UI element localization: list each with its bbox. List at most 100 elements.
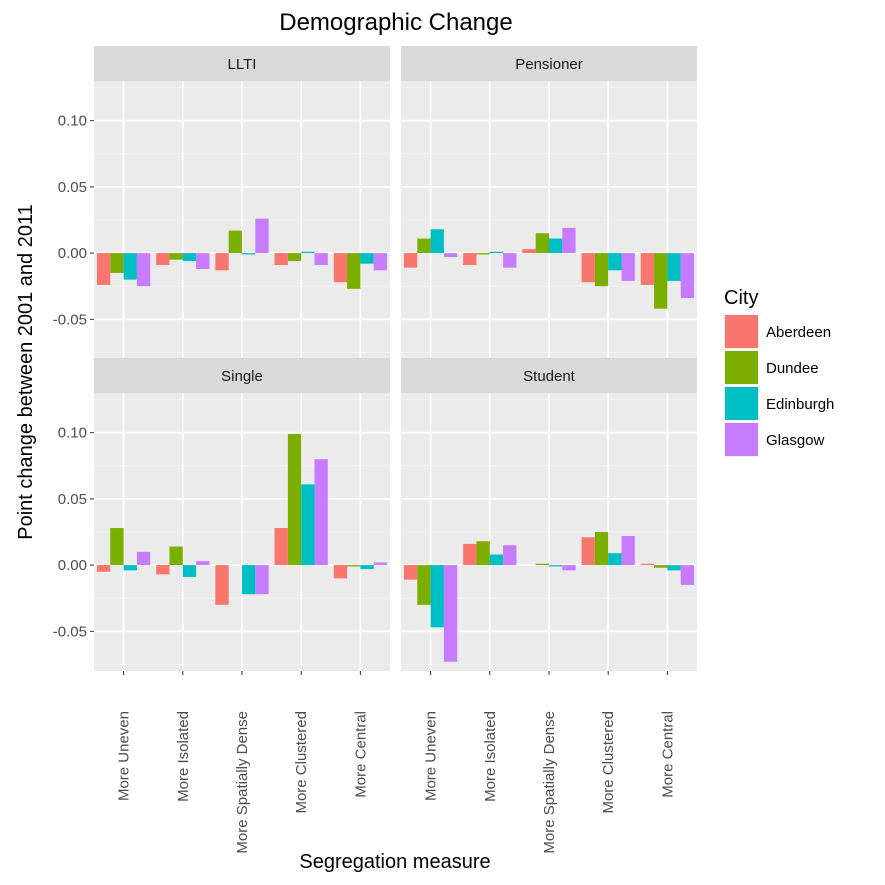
legend-key-glasgow [725,423,758,456]
bar-llti-more-clustered-dundee [287,253,302,262]
x-tick-label-more-spatially-dense: More Spatially Dense [541,711,558,854]
bar-single-more-uneven-glasgow [136,551,151,566]
panel-single: Single [94,358,390,671]
bar-single-more-isolated-dundee [169,546,183,566]
bar-student-more-isolated-dundee [476,541,490,566]
legend-label-edinburgh: Edinburgh [766,396,834,413]
bar-student-more-uneven-edinburgh [430,565,444,628]
bar-pensioner-more-uneven-dundee [417,238,431,254]
x-tick-label-more-central: More Central [659,711,676,798]
y-tick-label: -0.05 [53,311,87,328]
x-tick-label-more-clustered: More Clustered [600,711,617,814]
bar-single-more-central-edinburgh [360,565,374,570]
bar-llti-more-central-glasgow [373,253,388,271]
x-tick-label-more-central: More Central [352,711,369,798]
bar-pensioner-more-uneven-glasgow [443,253,458,258]
legend-label-dundee: Dundee [766,360,819,377]
bar-llti-more-isolated-edinburgh [182,253,197,262]
legend-title: City [724,287,758,309]
panel-pensioner: Pensioner [401,46,697,359]
bar-student-more-spatially-dense-glasgow [562,565,576,571]
bar-student-more-central-edinburgh [667,565,681,571]
bar-single-more-isolated-aberdeen [156,565,170,575]
bar-pensioner-more-isolated-aberdeen [463,253,477,266]
bar-pensioner-more-isolated-edinburgh [489,251,504,254]
bar-student-more-isolated-aberdeen [463,543,477,566]
bar-pensioner-more-uneven-aberdeen [403,253,418,268]
bar-single-more-uneven-dundee [110,528,124,566]
legend-key-edinburgh [725,387,758,420]
bar-single-more-central-glasgow [373,562,388,566]
bar-pensioner-more-central-glasgow [680,253,695,299]
strip-label-single: Single [221,368,263,385]
y-tick-label: 0.10 [58,113,87,130]
bar-student-more-central-aberdeen [640,563,655,566]
strip-label-llti: LLTI [228,56,257,73]
bar-single-more-uneven-aberdeen [96,565,111,572]
bar-llti-more-isolated-glasgow [196,253,210,269]
bar-llti-more-clustered-aberdeen [274,253,288,266]
strip-llti [94,46,390,81]
bar-student-more-central-dundee [654,565,668,568]
bar-student-more-clustered-dundee [594,532,609,566]
y-tick-label: 0.00 [58,557,87,574]
bar-student-more-uneven-aberdeen [403,565,418,580]
strip-single [94,358,390,393]
bar-pensioner-more-spatially-dense-aberdeen [522,249,536,254]
bar-student-more-clustered-glasgow [621,535,635,566]
bar-llti-more-isolated-aberdeen [156,253,170,266]
bar-llti-more-central-dundee [347,253,361,289]
bar-llti-more-spatially-dense-edinburgh [242,253,256,255]
y-tick-label: 0.05 [58,179,87,196]
bar-student-more-spatially-dense-dundee [535,563,549,566]
x-tick-label-more-uneven: More Uneven [116,711,133,801]
bar-student-more-spatially-dense-edinburgh [549,565,563,567]
y-tick-label: 0.05 [58,491,87,508]
y-axes: -0.05 0.00 0.05 0.10 -0.05 0.00 0.05 0.10 [53,113,94,640]
bar-single-more-clustered-edinburgh [301,484,315,566]
bar-llti-more-central-edinburgh [360,253,374,264]
legend-label-aberdeen: Aberdeen [766,324,831,341]
strip-label-student: Student [523,368,576,385]
bar-single-more-spatially-dense-glasgow [255,565,269,595]
bar-pensioner-more-clustered-glasgow [621,253,635,281]
x-tick-label-more-uneven: More Uneven [423,711,440,801]
panel-llti: LLTI [94,46,390,359]
bar-pensioner-more-clustered-aberdeen [581,253,595,283]
bar-llti-more-spatially-dense-dundee [228,230,242,254]
x-tick-label-more-isolated: More Isolated [482,711,499,802]
y-tick-label: 0.10 [58,425,87,442]
bar-llti-more-uneven-dundee [110,253,124,273]
bar-llti-more-clustered-glasgow [314,253,328,266]
bar-pensioner-more-spatially-dense-glasgow [562,227,576,254]
bar-student-more-uneven-dundee [417,565,431,605]
bar-single-more-central-dundee [347,565,361,567]
legend-label-glasgow: Glasgow [766,432,825,449]
bar-pensioner-more-central-dundee [654,253,668,309]
chart-title: Demographic Change [279,9,512,36]
bar-single-more-clustered-dundee [287,434,302,566]
bar-student-more-isolated-edinburgh [489,554,504,566]
bar-llti-more-uneven-glasgow [136,253,151,287]
strip-label-pensioner: Pensioner [515,56,583,73]
bar-single-more-spatially-dense-aberdeen [215,565,229,605]
bar-llti-more-uneven-aberdeen [96,253,111,285]
x-tick-label-more-spatially-dense: More Spatially Dense [234,711,251,854]
bar-pensioner-more-clustered-edinburgh [608,253,622,271]
legend-key-dundee [725,351,758,384]
bar-pensioner-more-spatially-dense-dundee [535,233,549,254]
facet-panels: LLTI Pensioner Single Student [94,46,697,671]
strip-pensioner [401,46,697,81]
panel-student: Student [401,358,697,671]
bar-student-more-central-glasgow [680,565,695,585]
bar-single-more-spatially-dense-edinburgh [242,565,256,595]
legend: City Aberdeen Dundee Edinburgh Glasgow [724,287,834,457]
bar-single-more-uneven-edinburgh [123,565,137,571]
bar-llti-more-uneven-edinburgh [123,253,137,280]
x-tick-label-more-clustered: More Clustered [293,711,310,814]
bar-llti-more-central-aberdeen [333,253,348,283]
bar-pensioner-more-clustered-dundee [594,253,609,287]
bar-pensioner-more-uneven-edinburgh [430,229,444,254]
legend-key-aberdeen [725,315,758,348]
